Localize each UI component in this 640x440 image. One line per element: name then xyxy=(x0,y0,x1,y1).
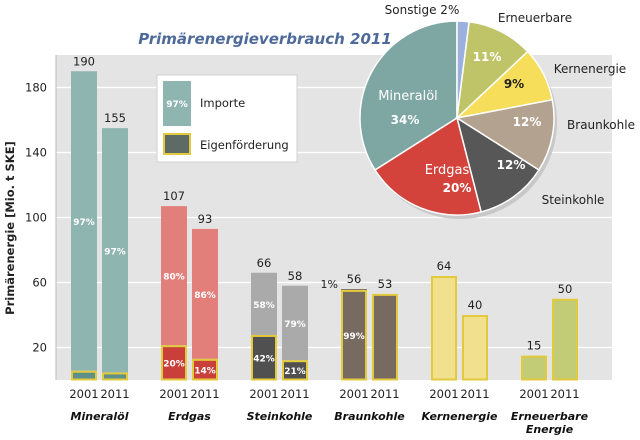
bar-own-pct-label: 21% xyxy=(284,367,306,377)
bar-own-segment xyxy=(341,289,367,381)
pie-pct-label: 20% xyxy=(443,181,472,195)
bar-own-segment xyxy=(462,315,488,381)
bar-own-segment xyxy=(251,334,277,381)
bar-value-label: 15 xyxy=(527,339,542,353)
category-label: Erneuerbare xyxy=(511,410,589,423)
category-label: Kernenergie xyxy=(422,410,498,423)
pie-slice xyxy=(374,116,483,216)
bar-value-label: 107 xyxy=(163,189,185,203)
x-year-label: 2001 xyxy=(249,387,278,401)
x-year-label: 2001 xyxy=(339,387,368,401)
bar-value-label: 93 xyxy=(198,212,213,226)
bar-own-segment xyxy=(192,358,218,381)
x-year-label: 2011 xyxy=(370,387,399,401)
category-label: Steinkohle xyxy=(247,410,313,423)
bar-import-segment xyxy=(71,71,97,371)
pie-slice-label: Kernenergie xyxy=(554,62,626,76)
pie-pct-label: 12% xyxy=(497,158,526,172)
bar-import-pct-label: 86% xyxy=(194,291,216,301)
bar-import-pct-label: 79% xyxy=(284,320,306,330)
pie-slice xyxy=(455,116,540,213)
bar-value-label: 58 xyxy=(288,269,303,283)
bar-value-label: 53 xyxy=(378,277,393,291)
bar-import-segment xyxy=(161,206,187,346)
pie-pct-label: 12% xyxy=(513,115,542,129)
category-label: Energie xyxy=(526,423,574,436)
bar-own-pct-label: 14% xyxy=(194,366,216,376)
pie-slice-label: Erneuerbare xyxy=(498,11,572,25)
x-year-label: 2011 xyxy=(280,387,309,401)
bar-value-label: 56 xyxy=(347,272,362,286)
y-tick-label: 180 xyxy=(25,81,47,95)
pie-slice-label: Sonstige 2% xyxy=(385,3,460,17)
legend: 97% Importe Eigenförderung xyxy=(156,74,298,163)
bar-import-pct-label: 58% xyxy=(253,301,275,311)
bar-import-pct-label: 97% xyxy=(73,218,95,228)
bar-own-pct-label: 99% xyxy=(343,332,365,342)
x-year-label: 2001 xyxy=(429,387,458,401)
bar-value-label: 155 xyxy=(104,111,126,125)
bar-value-label: 64 xyxy=(437,259,452,273)
x-year-label: 2001 xyxy=(69,387,98,401)
bar-own-segment xyxy=(552,298,578,381)
pie-pct-label: 9% xyxy=(504,77,524,91)
category-label: Braunkohle xyxy=(334,410,405,423)
bar-import-segment xyxy=(282,285,308,361)
bar-value-label: 50 xyxy=(558,282,573,296)
x-year-label: 2011 xyxy=(550,387,579,401)
bar-import-segment xyxy=(341,289,367,290)
category-label: Erdgas xyxy=(168,410,211,423)
legend-swatch-own xyxy=(163,133,191,155)
bar-value-label: 190 xyxy=(73,54,95,68)
bar-value-label: 66 xyxy=(257,256,272,270)
bar-own-pct-label: 20% xyxy=(163,360,185,370)
chart-title: Primärenergieverbrauch 2011 xyxy=(138,30,392,48)
bar-own-segment xyxy=(372,293,398,381)
category-label: Mineralöl xyxy=(71,410,129,423)
bar-own-segment xyxy=(71,370,97,381)
pie-slice-label: Braunkohle xyxy=(567,118,635,132)
x-year-label: 2001 xyxy=(159,387,188,401)
legend-label-import: Importe xyxy=(200,96,245,110)
y-tick-label: 100 xyxy=(25,211,47,225)
pie-slice xyxy=(454,98,555,172)
bar-own-segment xyxy=(102,372,128,381)
legend-swatch-import xyxy=(163,81,191,126)
y-axis-label: Primärenergie [Mio. t SKE] xyxy=(3,141,17,315)
pie-slice-label: Mineralöl xyxy=(378,89,438,104)
bar-import-segment xyxy=(251,272,277,335)
pie-chart: 34% 11%9% 12% 12% 20% Mineralöl Sonstige 2% Ern… xyxy=(359,3,635,219)
x-year-label: 2011 xyxy=(460,387,489,401)
bar-import-pct-label: 97% xyxy=(104,247,126,257)
y-tick-label: 60 xyxy=(32,276,47,290)
x-year-label: 2011 xyxy=(190,387,219,401)
x-year-label: 2001 xyxy=(519,387,548,401)
bar-own-segment xyxy=(431,276,457,381)
pie-pct-label: 34% xyxy=(391,113,420,127)
bar-own-segment xyxy=(282,360,308,381)
pie-slice xyxy=(455,20,529,120)
bar-value-label: 40 xyxy=(468,298,483,312)
pie-slice-label: Steinkohle xyxy=(542,193,605,207)
bar-own-pct-label: 42% xyxy=(253,354,275,364)
legend-label-own: Eigenförderung xyxy=(200,138,289,152)
legend-swatch-pct: 97% xyxy=(166,100,188,110)
bar-side-label: 1% xyxy=(321,278,338,291)
y-tick-label: 20 xyxy=(32,341,47,355)
x-year-label: 2011 xyxy=(100,387,129,401)
bar-import-segment xyxy=(102,128,128,373)
bar-import-segment xyxy=(192,228,218,359)
bar-own-segment xyxy=(161,345,187,381)
pie-pct-label: 11% xyxy=(473,50,502,64)
bar-own-segment xyxy=(521,355,547,381)
y-tick-label: 140 xyxy=(25,146,47,160)
bar-import-pct-label: 80% xyxy=(163,273,185,283)
pie-slice-label: Erdgas xyxy=(425,163,470,178)
